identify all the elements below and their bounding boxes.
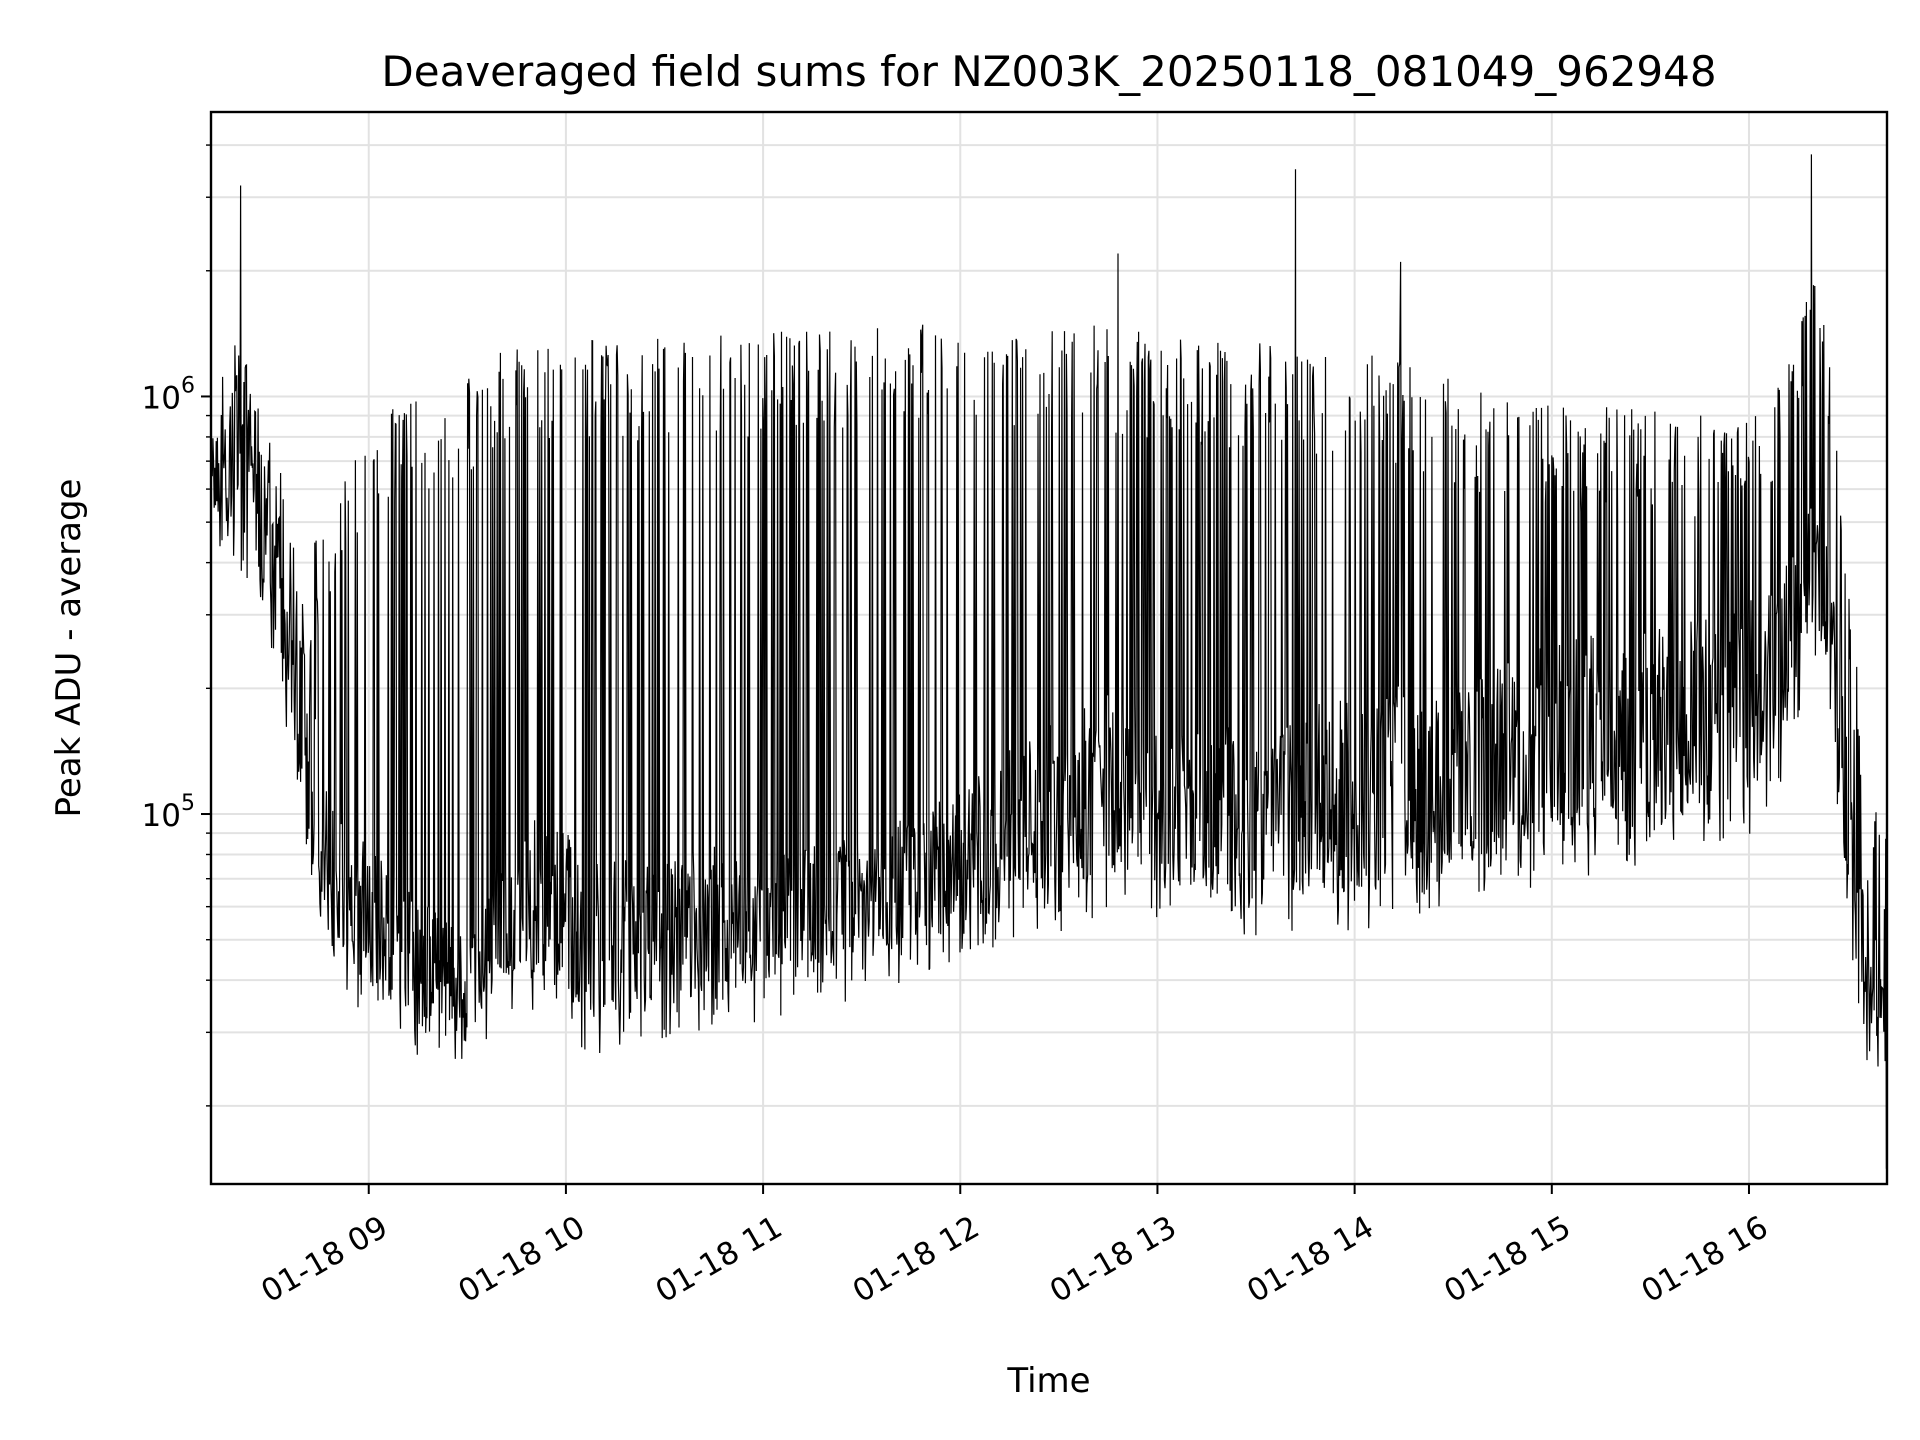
series-line — [210, 154, 1888, 1169]
y-tick-label-base: 10 — [142, 380, 181, 416]
y-tick-label-base: 10 — [142, 798, 181, 834]
plot-frame — [209, 110, 1889, 1186]
series-line-path — [210, 154, 1888, 1169]
y-tick-label-exponent: 6 — [181, 373, 195, 398]
chart-title: Deaveraged field sums for NZ003K_2025011… — [381, 47, 1716, 96]
y-tick-label-exponent: 5 — [181, 791, 195, 816]
y-tick-label: 105 — [142, 791, 195, 834]
y-tick-label: 106 — [142, 373, 195, 416]
y-axis-label: Peak ADU - average — [49, 479, 89, 818]
x-axis-label: Time — [1006, 1361, 1090, 1401]
